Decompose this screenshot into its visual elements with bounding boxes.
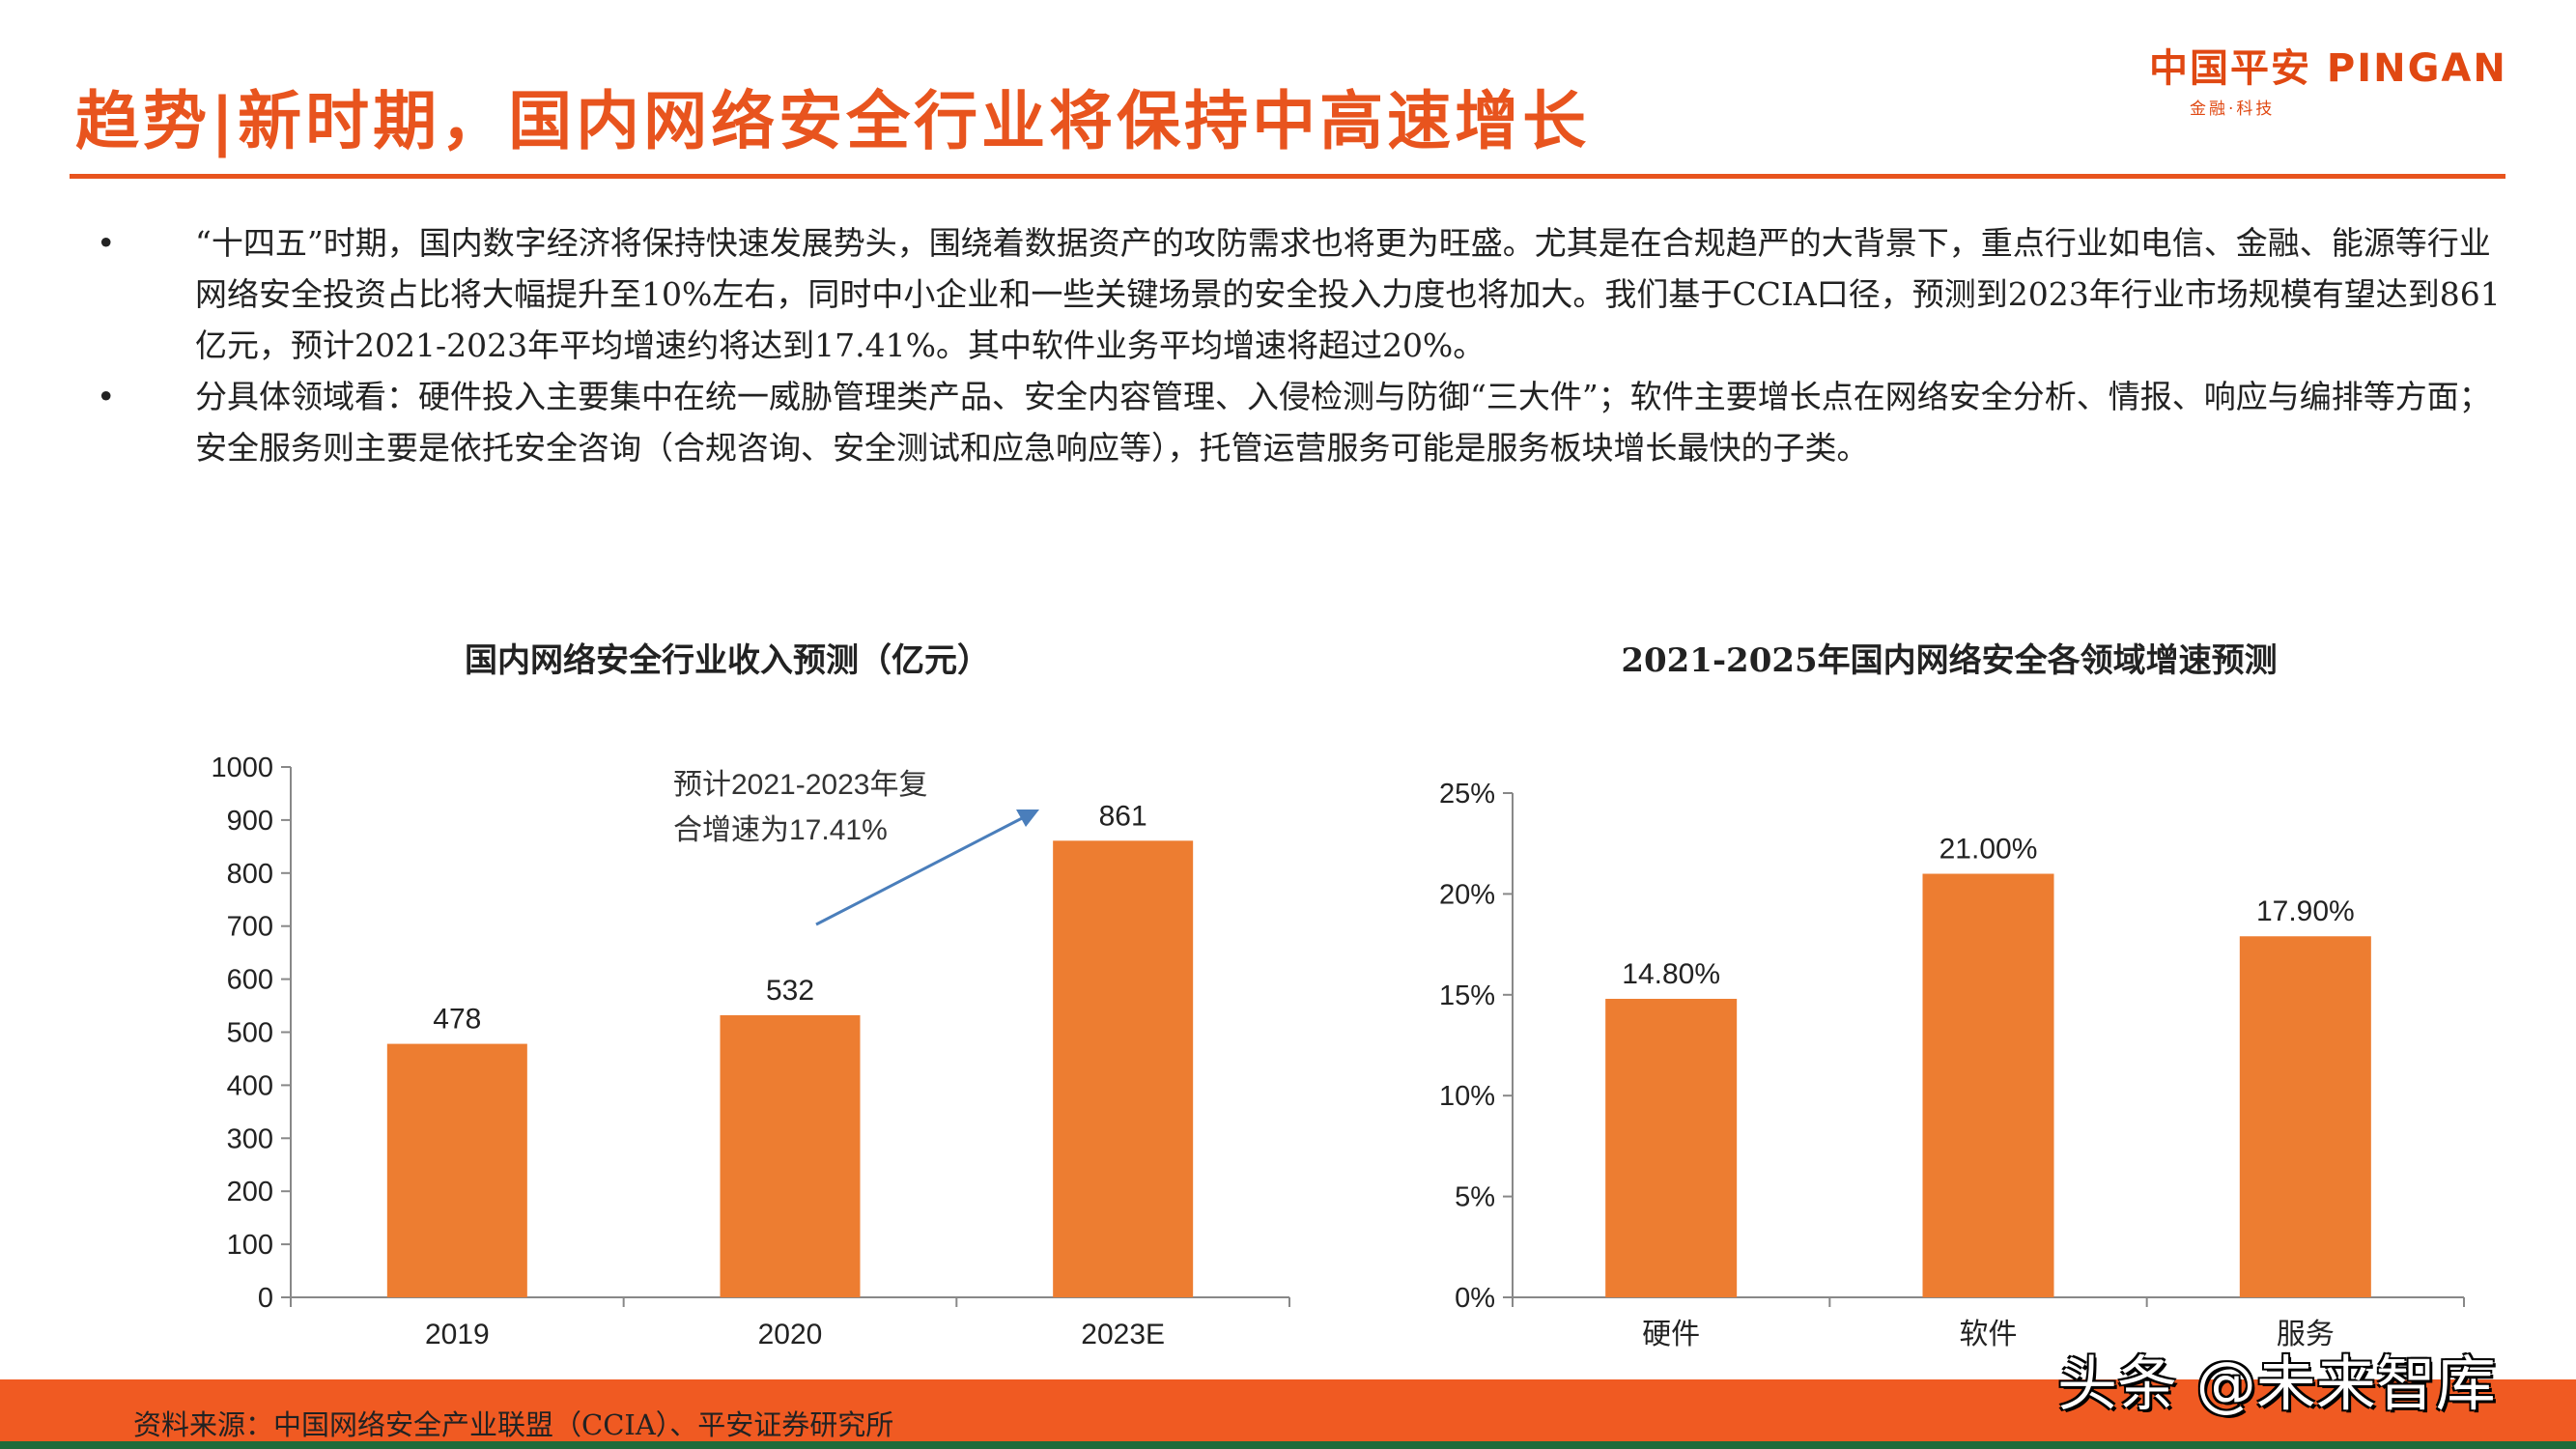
y-tick-label: 25% — [1439, 779, 1495, 810]
logo-main: 中国平安 PINGAN — [2149, 46, 2507, 91]
y-tick-label: 5% — [1455, 1182, 1495, 1213]
bullet-list: • “十四五”时期，国内数字经济将保持快速发展势头，围绕着数据资产的攻防需求也将更… — [97, 217, 2502, 473]
data-label: 17.90% — [2256, 895, 2355, 927]
x-tick-label: 2020 — [758, 1319, 823, 1350]
y-tick-label: 10% — [1439, 1081, 1495, 1112]
y-tick-label: 100 — [227, 1230, 273, 1261]
bar — [720, 1014, 861, 1297]
y-tick-label: 0 — [258, 1283, 273, 1314]
growth-arrow — [815, 814, 1027, 926]
chart1-title: 国内网络安全行业收入预测（亿元） — [465, 641, 990, 680]
data-label: 532 — [766, 975, 814, 1007]
y-tick-label: 700 — [227, 912, 273, 943]
data-label: 478 — [433, 1004, 481, 1036]
bullet-text: “十四五”时期，国内数字经济将保持快速发展势头，围绕着数据资产的攻防需求也将更为… — [195, 224, 2501, 364]
pingan-logo: 中国平安 PINGAN 金融·科技 — [2149, 37, 2507, 119]
y-tick-label: 0% — [1455, 1283, 1495, 1314]
bullet-item: • “十四五”时期，国内数字经济将保持快速发展势头，围绕着数据资产的攻防需求也将更… — [97, 217, 2502, 371]
bar — [1605, 998, 1738, 1297]
bar — [386, 1043, 527, 1297]
footer-stripe — [0, 1441, 2576, 1449]
watermark: 头条 @未来智库 — [2057, 1349, 2496, 1419]
bar — [1922, 873, 2054, 1297]
bullet-dot: • — [97, 378, 116, 415]
x-tick-label: 2023E — [1081, 1319, 1165, 1350]
y-tick-label: 15% — [1439, 980, 1495, 1011]
bar — [2239, 936, 2371, 1297]
data-label: 21.00% — [1939, 834, 2038, 866]
y-tick-label: 900 — [227, 806, 273, 837]
x-tick-label: 硬件 — [1642, 1319, 1700, 1350]
y-tick-label: 600 — [227, 965, 273, 996]
bullet-dot: • — [97, 224, 116, 262]
y-tick-label: 500 — [227, 1018, 273, 1049]
y-tick-label: 200 — [227, 1177, 273, 1208]
data-label: 14.80% — [1622, 958, 1720, 990]
source-note: 资料来源：中国网络安全产业联盟（CCIA）、平安证券研究所 — [133, 1408, 894, 1441]
y-tick-label: 800 — [227, 859, 273, 890]
y-tick-label: 300 — [227, 1123, 273, 1154]
footer-bar — [0, 1379, 2576, 1441]
x-tick-label: 软件 — [1960, 1319, 2018, 1350]
y-tick-label: 20% — [1439, 879, 1495, 910]
data-label: 861 — [1099, 800, 1147, 832]
y-tick-label: 400 — [227, 1070, 273, 1101]
bar — [1053, 840, 1194, 1297]
bullet-item: • 分具体领域看：硬件投入主要集中在统一威胁管理类产品、安全内容管理、入侵检测与防… — [97, 371, 2502, 473]
bullet-text: 分具体领域看：硬件投入主要集中在统一威胁管理类产品、安全内容管理、入侵检测与防御… — [195, 378, 2491, 467]
y-tick-label: 1000 — [211, 753, 273, 783]
logo-sub: 金融·科技 — [2190, 99, 2276, 119]
arrow-head — [1016, 810, 1039, 827]
growth-annotation: 预计2021-2023年复 — [673, 769, 927, 801]
page-title: 趋势|新时期，国内网络安全行业将保持中高速增长 — [75, 84, 1591, 158]
x-tick-label: 2019 — [425, 1319, 490, 1350]
chart2-title: 2021-2025年国内网络安全各领域增速预测 — [1621, 641, 2278, 680]
x-tick-label: 服务 — [2277, 1319, 2335, 1350]
title-divider — [70, 174, 2505, 179]
growth-annotation: 合增速为17.41% — [673, 814, 888, 846]
